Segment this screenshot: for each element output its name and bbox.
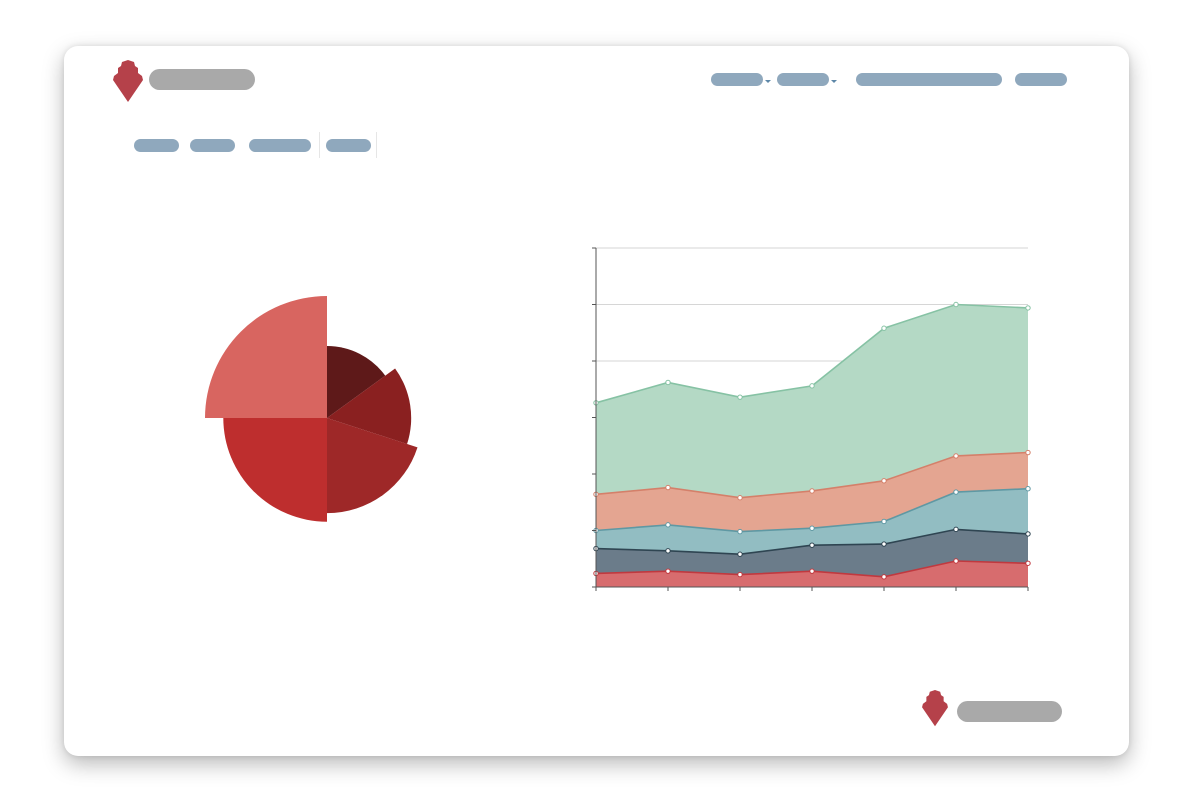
data-point[interactable] [881,478,887,484]
data-point[interactable] [881,325,887,331]
area-series-5[interactable] [596,304,1028,498]
tab-divider [319,132,320,158]
nav-link-3[interactable] [856,73,1002,86]
logo-shape [922,690,948,727]
data-point[interactable] [1025,485,1031,492]
area-series-2[interactable] [596,529,1028,577]
data-point[interactable] [953,558,959,564]
area-series-1[interactable] [596,561,1028,587]
data-point[interactable] [881,574,887,580]
data-point[interactable] [665,379,671,386]
data-point[interactable] [737,394,743,400]
data-point[interactable] [1025,449,1031,456]
tab-2[interactable] [190,139,235,152]
data-point[interactable] [953,489,959,495]
tab-4[interactable] [326,139,371,152]
brand-name-placeholder[interactable] [149,69,255,90]
stacked-area-chart [592,247,1031,591]
chevron-down-icon [831,80,837,83]
footer-brand-placeholder[interactable] [957,701,1062,722]
data-point[interactable] [953,453,959,459]
area-series-3[interactable] [596,488,1028,555]
data-point[interactable] [665,568,671,574]
logo-shape [113,60,143,102]
pie-slice-2[interactable] [327,368,412,445]
data-point[interactable] [809,383,815,389]
data-point[interactable] [665,548,671,554]
pie-slice-5[interactable] [205,296,327,418]
data-point[interactable] [737,528,743,535]
shield-crest-icon[interactable] [112,60,144,104]
data-point[interactable] [809,488,815,494]
nav-dropdown-1[interactable] [711,73,763,86]
data-point[interactable] [737,571,743,578]
data-point[interactable] [881,541,887,547]
pie-slice-1[interactable] [327,346,386,418]
dashboard-card [64,46,1129,756]
data-point[interactable] [1025,560,1031,566]
data-point[interactable] [809,525,815,531]
data-point[interactable] [737,551,743,557]
data-point[interactable] [809,568,815,574]
pie-chart [205,296,418,522]
data-point[interactable] [881,518,887,525]
nav-link-4[interactable] [1015,73,1067,86]
data-point[interactable] [1025,305,1031,311]
tab-3[interactable] [249,139,311,152]
tab-1[interactable] [134,139,179,152]
data-point[interactable] [665,522,671,528]
data-point[interactable] [809,542,815,548]
pie-slice-4[interactable] [223,418,327,522]
tab-divider [376,132,377,158]
pie-slice-3[interactable] [327,418,418,514]
data-point[interactable] [737,495,743,501]
data-point[interactable] [953,301,959,308]
data-point[interactable] [665,484,671,491]
nav-dropdown-2[interactable] [777,73,829,86]
shield-crest-icon[interactable] [921,690,949,728]
chevron-down-icon [765,80,771,83]
data-point[interactable] [953,526,959,533]
data-point[interactable] [1025,531,1031,537]
